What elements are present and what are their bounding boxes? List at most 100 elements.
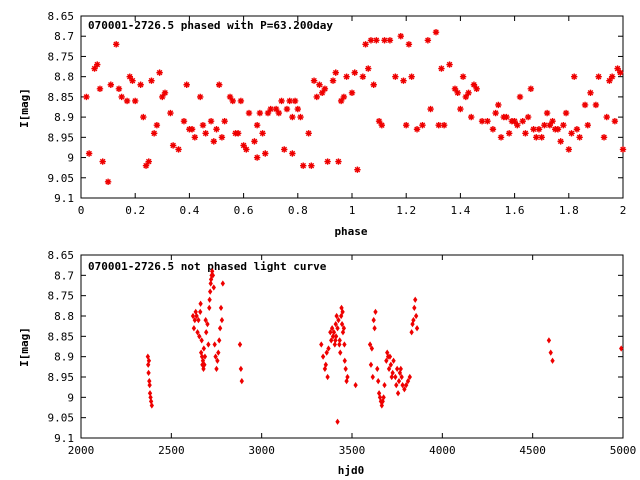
data-point — [324, 349, 329, 356]
data-point — [492, 109, 499, 117]
data-point — [198, 308, 203, 316]
data-point — [96, 85, 104, 92]
data-point — [129, 77, 136, 84]
data-point — [550, 357, 555, 364]
data-point — [373, 37, 380, 44]
data-point — [91, 65, 98, 72]
y-tick-label: 9 — [67, 152, 74, 165]
data-point — [183, 81, 190, 88]
data-point — [213, 126, 220, 133]
data-point — [446, 61, 453, 68]
data-point — [156, 69, 163, 76]
data-point — [365, 65, 372, 72]
data-point — [207, 117, 215, 125]
data-point — [367, 37, 375, 44]
data-point — [387, 353, 393, 360]
data-point — [216, 349, 221, 356]
data-point — [308, 162, 315, 169]
data-point — [208, 276, 214, 283]
data-point — [369, 345, 375, 352]
data-point — [329, 337, 334, 344]
x-tick-label: 0.6 — [234, 204, 254, 217]
x-tick-label: 1.6 — [505, 204, 525, 217]
y-tick-label: 8.75 — [48, 290, 75, 303]
data-point — [213, 353, 218, 360]
data-point — [503, 113, 510, 121]
data-point — [359, 73, 367, 80]
data-point — [335, 418, 340, 425]
y-axis-label: I[mag] — [18, 327, 31, 367]
data-point — [218, 134, 226, 141]
data-point — [351, 69, 358, 76]
data-point — [438, 65, 445, 72]
data-point — [396, 377, 402, 385]
data-point — [527, 85, 535, 92]
data-point — [592, 101, 600, 109]
data-point — [197, 333, 202, 340]
data-point — [407, 373, 412, 381]
data-point — [237, 97, 245, 105]
data-point — [234, 130, 242, 137]
data-point — [297, 113, 304, 121]
data-point — [611, 117, 619, 125]
data-point — [535, 126, 543, 133]
data-point — [313, 93, 320, 101]
data-point — [338, 312, 344, 320]
data-point — [371, 316, 376, 324]
data-point — [289, 150, 296, 157]
y-tick-label: 8.85 — [48, 330, 75, 343]
y-tick-label: 8.9 — [54, 351, 74, 364]
y-tick-label: 8.8 — [54, 71, 74, 84]
data-point — [435, 122, 442, 129]
y-tick-label: 8.65 — [48, 249, 75, 262]
data-point — [305, 130, 312, 137]
data-point — [199, 122, 207, 129]
data-point — [217, 337, 222, 344]
data-point — [470, 81, 478, 88]
x-tick-label: 3000 — [248, 444, 275, 457]
data-point — [519, 117, 526, 125]
data-point — [382, 382, 387, 389]
phased-light-curve-chart: 070001-2726.5 phased with P=63.200day I[… — [18, 10, 626, 238]
data-point — [215, 357, 220, 364]
data-point — [414, 325, 420, 332]
data-point — [560, 122, 567, 129]
chart-title: 070001-2726.5 not phased light curve — [88, 260, 327, 273]
data-point — [402, 386, 407, 393]
y-tick-label: 9.1 — [54, 432, 74, 445]
data-point — [505, 130, 513, 137]
x-tick-label: 1 — [349, 204, 356, 217]
data-point — [211, 284, 216, 291]
data-point — [329, 325, 335, 332]
data-point — [197, 93, 204, 101]
data-point — [581, 101, 589, 109]
data-point — [251, 138, 258, 145]
data-point — [148, 77, 155, 84]
data-point — [310, 77, 318, 84]
data-point — [146, 357, 152, 364]
data-point — [200, 357, 206, 364]
data-point — [203, 316, 208, 324]
x-tick-label: 5000 — [610, 444, 637, 457]
data-point — [541, 122, 548, 129]
data-point — [606, 77, 613, 84]
data-point — [202, 130, 209, 137]
data-point — [229, 97, 236, 105]
data-point — [386, 365, 392, 372]
data-point — [353, 382, 358, 389]
data-point — [378, 122, 386, 129]
data-point — [191, 134, 199, 141]
plot-frame — [80, 254, 624, 439]
x-tick-label: 0.4 — [179, 204, 199, 217]
data-point — [395, 390, 401, 397]
data-point — [362, 41, 369, 48]
y-tick-label: 8.65 — [48, 10, 75, 23]
x-tick-label: 2 — [620, 204, 627, 217]
data-point — [392, 73, 399, 80]
y-tick-label: 8.7 — [54, 30, 74, 43]
data-point — [514, 122, 521, 129]
data-point — [245, 109, 253, 117]
data-point — [386, 37, 394, 44]
data-point — [334, 312, 339, 320]
data-point — [549, 117, 556, 125]
